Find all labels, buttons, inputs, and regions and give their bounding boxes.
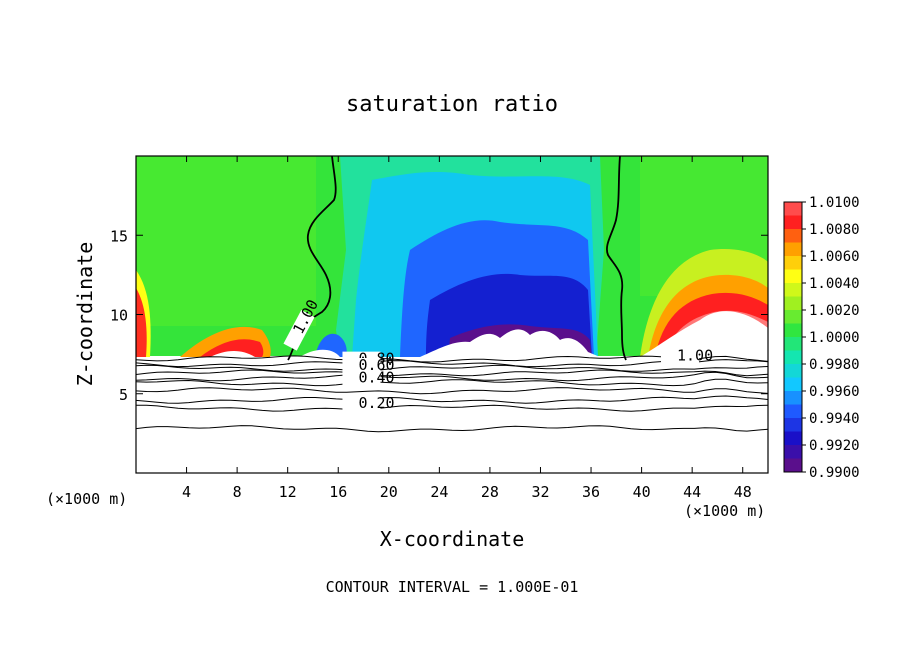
contour-line [136,364,768,372]
contour-line [136,404,768,412]
y-tick-label: 15 [110,227,128,245]
x-tick-label: 20 [380,483,398,501]
x-tick-label: 12 [279,483,297,501]
x-axis-label: X-coordinate [380,527,525,551]
colorbar-segment-blend [784,256,802,270]
contour-label-background [342,370,381,386]
x-tick-label: 36 [582,483,600,501]
x-tick-label: 40 [633,483,651,501]
colorbar-label: 0.9940 [809,411,860,427]
contour-line-1-right [606,156,627,361]
colorbar-segment-blend [784,418,802,432]
colorbar-segment-blend [784,310,802,324]
colorbar-label: 0.9920 [809,438,860,454]
colorbar-label: 0.9900 [809,465,860,481]
x-tick-label: 32 [531,483,549,501]
colorbar-segment-blend [784,364,802,378]
lower-contours [136,355,768,433]
contour-label: 0.60 [358,356,394,374]
field-white-lower-region [136,311,768,473]
contour-line [136,387,768,395]
x-tick-label: 8 [233,483,242,501]
contour-label-background [342,396,381,412]
contour-label-background [660,348,699,364]
contour-label: 1.00 [677,346,713,364]
field-red-left-band [200,339,264,357]
colorbar-segment-blend [784,391,802,405]
x-tick-label: 4 [182,483,191,501]
contour-line [136,395,768,404]
contour-line [136,378,768,387]
field-light-region-left [136,156,316,326]
contour-label: 0.40 [358,369,394,387]
x-axis-unit-left: (×1000 m) [46,490,127,508]
chart-title: saturation ratio [346,92,558,117]
contour-line [136,369,768,377]
colorbar-segment-blend [784,445,802,459]
x-tick-label: 24 [430,483,448,501]
colorbar-label: 1.0100 [809,195,860,211]
colorbar-label: 1.0020 [809,303,860,319]
colorbar-label: 0.9960 [809,384,860,400]
contour-line [136,425,768,433]
x-tick-label: 44 [683,483,701,501]
colorbar-segment-blend [784,337,802,351]
colorbar-segment-blend [784,202,802,216]
colorbar: 0.9900 0.9920 0.9940 0.9960 0.9980 1.0000 1.00… [783,195,860,481]
colorbar-segment-blend [784,229,802,243]
y-tick-label: 10 [110,307,128,325]
y-axis: 5 10 15 [110,227,768,404]
contour-interval-footer: CONTOUR INTERVAL = 1.000E-01 [326,578,579,596]
x-axis-unit-right: (×1000 m) [684,502,765,520]
colorbar-label: 1.0060 [809,249,860,265]
colorbar-label: 1.0080 [809,222,860,238]
x-tick-label: 16 [329,483,347,501]
contour-line [136,371,768,382]
plot-area [136,156,768,473]
colorbar-label: 0.9980 [809,357,860,373]
colorbar-label: 1.0000 [809,330,860,346]
x-tick-label: 28 [481,483,499,501]
colorbar-segment-blend [784,283,802,297]
y-axis-label: Z-coordinate [73,242,97,387]
y-tick-label: 5 [119,386,128,404]
colorbar-label: 1.0040 [809,276,860,292]
contour-label: 0.20 [358,394,394,412]
field-hot-left-edge [136,288,147,357]
contour-label-background [342,357,381,373]
x-axis: 4 8 12 16 20 24 28 32 36 40 44 48 [182,156,752,501]
contour-labels: 1.001.000.800.600.400.20 [283,297,713,412]
x-tick-label: 48 [734,483,752,501]
contour-label-background [283,310,315,351]
